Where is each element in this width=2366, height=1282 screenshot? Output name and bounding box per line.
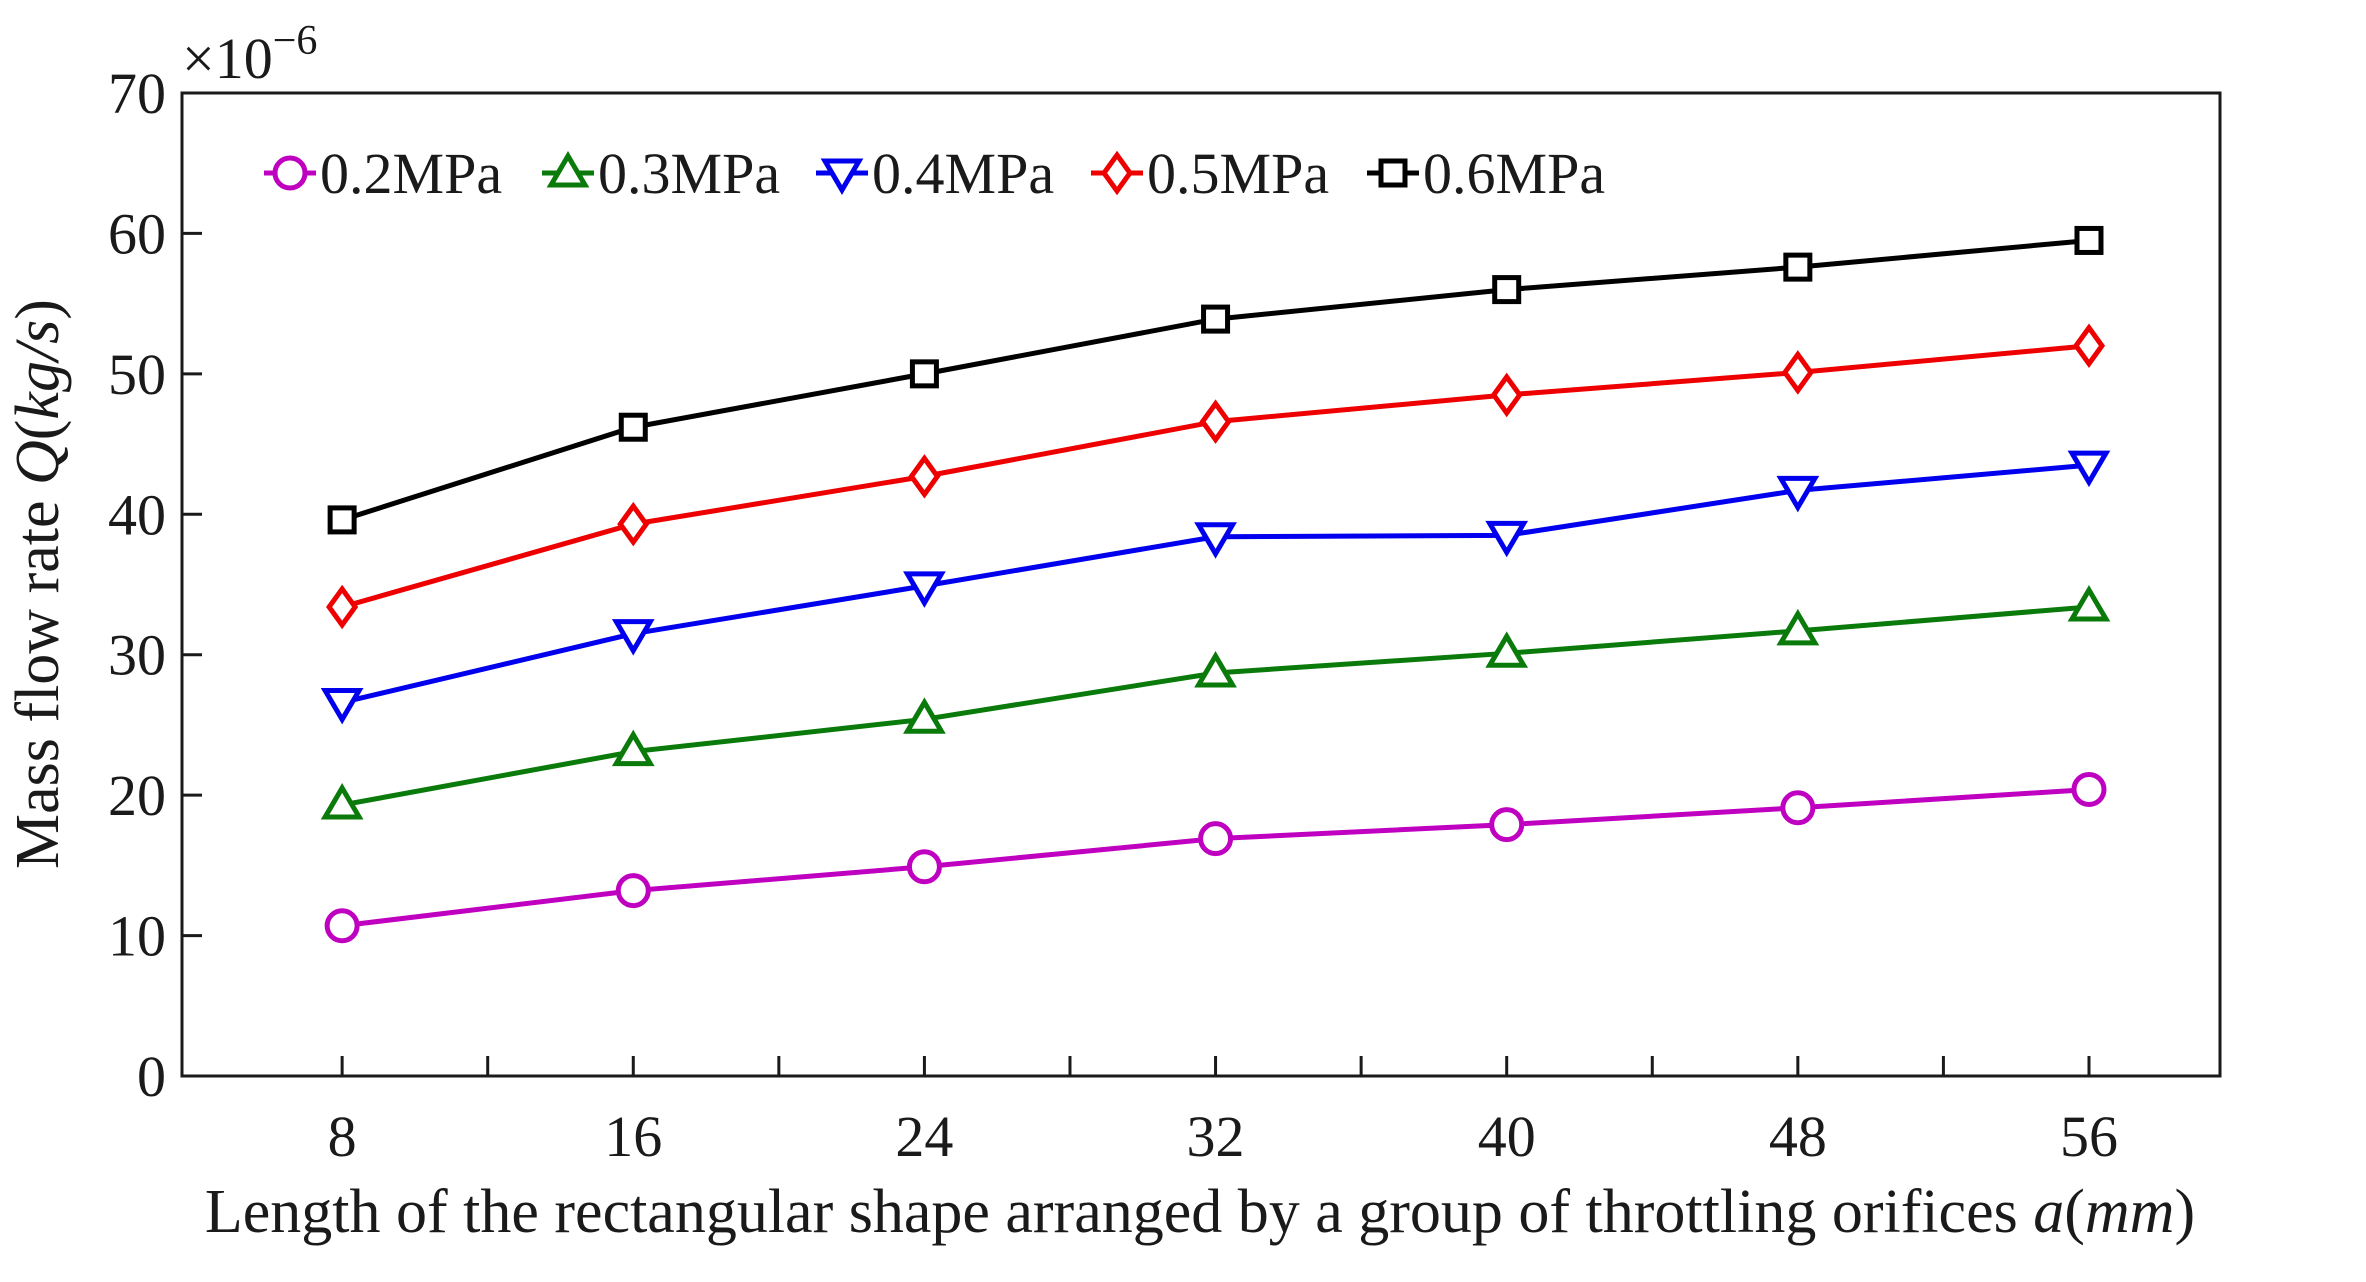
data-point [324, 908, 360, 944]
data-point [2067, 585, 2111, 622]
y-tick-label: 30 [108, 623, 166, 688]
legend-item: 0.4MPa [816, 141, 1054, 206]
data-point [327, 505, 357, 535]
series-layer [320, 225, 2111, 944]
series-0.4MPa [320, 450, 2111, 725]
series-line [341, 787, 2090, 929]
y-axis-title: Mass flow rate Q(kg/s) [4, 299, 72, 869]
data-point [1780, 790, 1816, 826]
data-point [908, 454, 941, 499]
data-point [611, 619, 655, 656]
data-point [1194, 522, 1237, 559]
legend-marker [1378, 158, 1408, 188]
data-point [1781, 350, 1814, 395]
y-axis-ticks: 0 10 20 30 40 50 60 70 [108, 61, 202, 1109]
data-point [1198, 821, 1234, 857]
series-0.6MPa [327, 225, 2104, 535]
y-tick-label: 40 [108, 482, 166, 547]
data-point [1783, 252, 1813, 282]
x-tick-label: 48 [1769, 1104, 1827, 1169]
legend-item: 0.3MPa [542, 141, 780, 206]
legend-marker [1100, 150, 1134, 196]
legend-item: 0.2MPa [264, 141, 502, 206]
y-multiplier: ×10−6 [182, 18, 317, 91]
legend-label: 0.4MPa [872, 141, 1054, 206]
legend-marker [820, 158, 864, 195]
data-point [1201, 304, 1231, 334]
data-point [617, 501, 650, 547]
y-tick-label: 70 [108, 61, 166, 126]
legend-label: 0.6MPa [1423, 141, 1605, 206]
x-tick-label: 56 [2060, 1104, 2118, 1169]
data-point [2071, 772, 2107, 808]
data-point [2072, 323, 2106, 369]
data-point [903, 571, 946, 608]
legend-item: 0.5MPa [1091, 141, 1329, 206]
data-point [903, 697, 946, 734]
x-tick-label: 24 [895, 1104, 953, 1169]
legend-label: 0.3MPa [598, 141, 780, 206]
legend-label: 0.2MPa [320, 141, 502, 206]
data-point [1194, 651, 1237, 688]
data-point [1489, 807, 1525, 843]
data-point [1485, 520, 1529, 558]
data-point [906, 849, 942, 885]
data-point [1490, 372, 1523, 418]
series-line [341, 604, 2090, 808]
data-point [1492, 275, 1522, 305]
plot-frame [180, 91, 2222, 1078]
series-0.3MPa [320, 585, 2111, 820]
y-tick-label: 20 [108, 763, 166, 828]
data-point [1776, 475, 1820, 513]
data-point [320, 687, 364, 725]
series-line [341, 237, 2090, 523]
y-tick-label: 60 [108, 201, 166, 266]
legend-item: 0.6MPa [1367, 141, 1605, 206]
data-point [615, 873, 651, 909]
legend: 0.2MPa 0.3MPa 0.4MPa 0.5MPa 0.6MPa [264, 141, 1605, 206]
data-point [326, 584, 359, 630]
data-point [1485, 631, 1529, 668]
series-line [341, 343, 2090, 610]
data-point [2067, 450, 2111, 488]
data-point [1776, 608, 1820, 646]
x-axis-ticks: 8 16 24 32 40 48 56 [328, 1056, 2118, 1169]
x-tick-label: 32 [1187, 1104, 1245, 1169]
y-tick-label: 10 [108, 904, 166, 969]
series-0.5MPa [326, 323, 2106, 630]
legend-marker [272, 155, 308, 191]
data-point [320, 783, 364, 820]
data-point [1199, 399, 1232, 444]
legend-marker [546, 151, 590, 188]
data-point [618, 412, 648, 442]
data-point [909, 359, 939, 389]
x-axis-title: Length of the rectangular shape arranged… [205, 1178, 2195, 1246]
y-tick-label: 50 [108, 342, 166, 407]
x-tick-label: 16 [604, 1104, 662, 1169]
data-point [2074, 225, 2104, 255]
legend-label: 0.5MPa [1147, 141, 1329, 206]
x-tick-label: 40 [1478, 1104, 1536, 1169]
y-tick-label: 0 [137, 1044, 166, 1109]
data-point [611, 729, 655, 767]
x-tick-label: 8 [328, 1104, 357, 1169]
series-0.2MPa [324, 772, 2107, 944]
